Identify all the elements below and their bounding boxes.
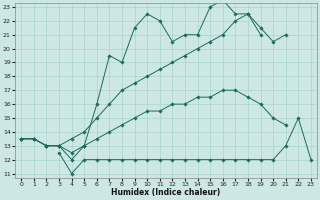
X-axis label: Humidex (Indice chaleur): Humidex (Indice chaleur) xyxy=(111,188,221,197)
